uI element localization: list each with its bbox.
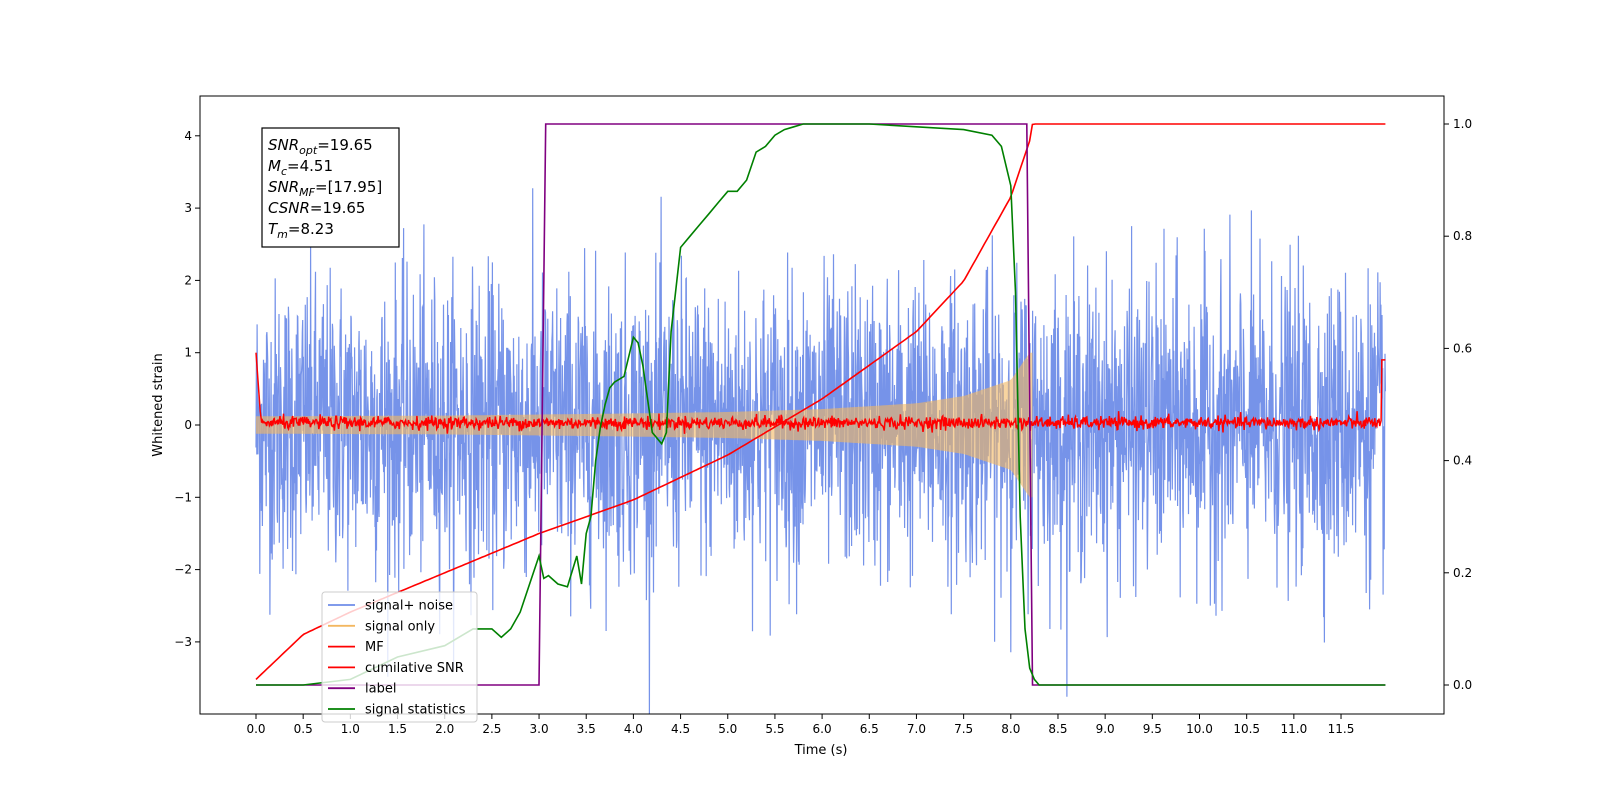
legend-entry: cumilative SNR xyxy=(365,661,464,676)
annotation-line: SNRopt=19.65 xyxy=(268,136,373,157)
legend-entry: MF xyxy=(365,640,384,655)
x-tick-label: 4.0 xyxy=(624,722,643,736)
x-tick-label: 0.0 xyxy=(246,722,265,736)
x-tick-label: 10.5 xyxy=(1233,722,1260,736)
x-tick-label: 8.5 xyxy=(1048,722,1067,736)
legend-frame xyxy=(321,591,478,723)
legend: signal+ noise signal only MF cumilative SNR… xyxy=(321,591,478,723)
annotation-line: Tm=8.23 xyxy=(268,220,334,241)
y-axis-label: Whitened strain xyxy=(151,353,166,456)
x-tick-label: 2.5 xyxy=(482,722,501,736)
x-tick-label: 5.0 xyxy=(718,722,737,736)
y-left-tick-label: 4 xyxy=(184,129,192,143)
series-cumulative-snr xyxy=(255,123,1386,680)
x-tick-label: 4.5 xyxy=(671,722,690,736)
annotation-line: CSNR=19.65 xyxy=(268,199,365,217)
plot-area xyxy=(255,123,1386,714)
legend-entry: signal+ noise xyxy=(365,599,453,614)
y-left-tick-label: −3 xyxy=(174,635,192,649)
y-right-tick-label: 0.2 xyxy=(1453,566,1472,580)
annotation-line: SNRMF=[17.95] xyxy=(268,178,382,199)
y-right-tick-label: 1.0 xyxy=(1453,117,1472,131)
x-tick-label: 9.5 xyxy=(1143,722,1162,736)
x-tick-label: 1.0 xyxy=(341,722,360,736)
x-tick-label: 3.5 xyxy=(577,722,596,736)
y-right-tick-label: 0.4 xyxy=(1453,454,1472,468)
y-left-tick-label: 2 xyxy=(184,273,192,287)
x-tick-label: 7.5 xyxy=(954,722,973,736)
legend-entry: signal statistics xyxy=(365,703,466,718)
y-right-tick-label: 0.0 xyxy=(1453,678,1472,692)
y-left-tick-label: −1 xyxy=(174,490,192,504)
x-tick-label: 10.0 xyxy=(1186,722,1213,736)
x-tick-label: 11.0 xyxy=(1280,722,1307,736)
axes: 0.0 0.5 1.0 1.5 2.0 2.5 3.0 3.5 4.0 4.5 5.0 5.5 6.0 6… xyxy=(174,117,1472,736)
legend-entry: signal only xyxy=(365,619,435,634)
y-left-tick-label: −2 xyxy=(174,563,192,577)
x-tick-label: 6.5 xyxy=(860,722,879,736)
y-left-tick-label: 1 xyxy=(184,346,192,360)
y-right-tick-label: 0.8 xyxy=(1453,229,1472,243)
x-tick-label: 6.0 xyxy=(813,722,832,736)
series-mf xyxy=(255,352,1386,434)
annotation-line: Mc=4.51 xyxy=(268,157,333,178)
x-tick-label: 3.0 xyxy=(530,722,549,736)
y-left-tick-label: 3 xyxy=(184,201,192,215)
x-tick-label: 8.0 xyxy=(1001,722,1020,736)
x-tick-label: 9.0 xyxy=(1096,722,1115,736)
x-tick-label: 0.5 xyxy=(294,722,313,736)
x-tick-label: 5.5 xyxy=(765,722,784,736)
annotation-box: SNRopt=19.65Mc=4.51SNRMF=[17.95]CSNR=19.… xyxy=(261,127,400,248)
annotation-frame xyxy=(261,127,400,248)
x-tick-label: 11.5 xyxy=(1328,722,1355,736)
x-tick-label: 2.0 xyxy=(435,722,454,736)
x-axis-label: Time (s) xyxy=(794,743,848,758)
x-tick-label: 1.5 xyxy=(388,722,407,736)
legend-entry: label xyxy=(365,682,396,697)
y-right-tick-label: 0.6 xyxy=(1453,341,1472,355)
series-signal-statistics xyxy=(256,123,1386,686)
y-left-tick-label: 0 xyxy=(184,418,192,432)
x-tick-label: 7.0 xyxy=(907,722,926,736)
